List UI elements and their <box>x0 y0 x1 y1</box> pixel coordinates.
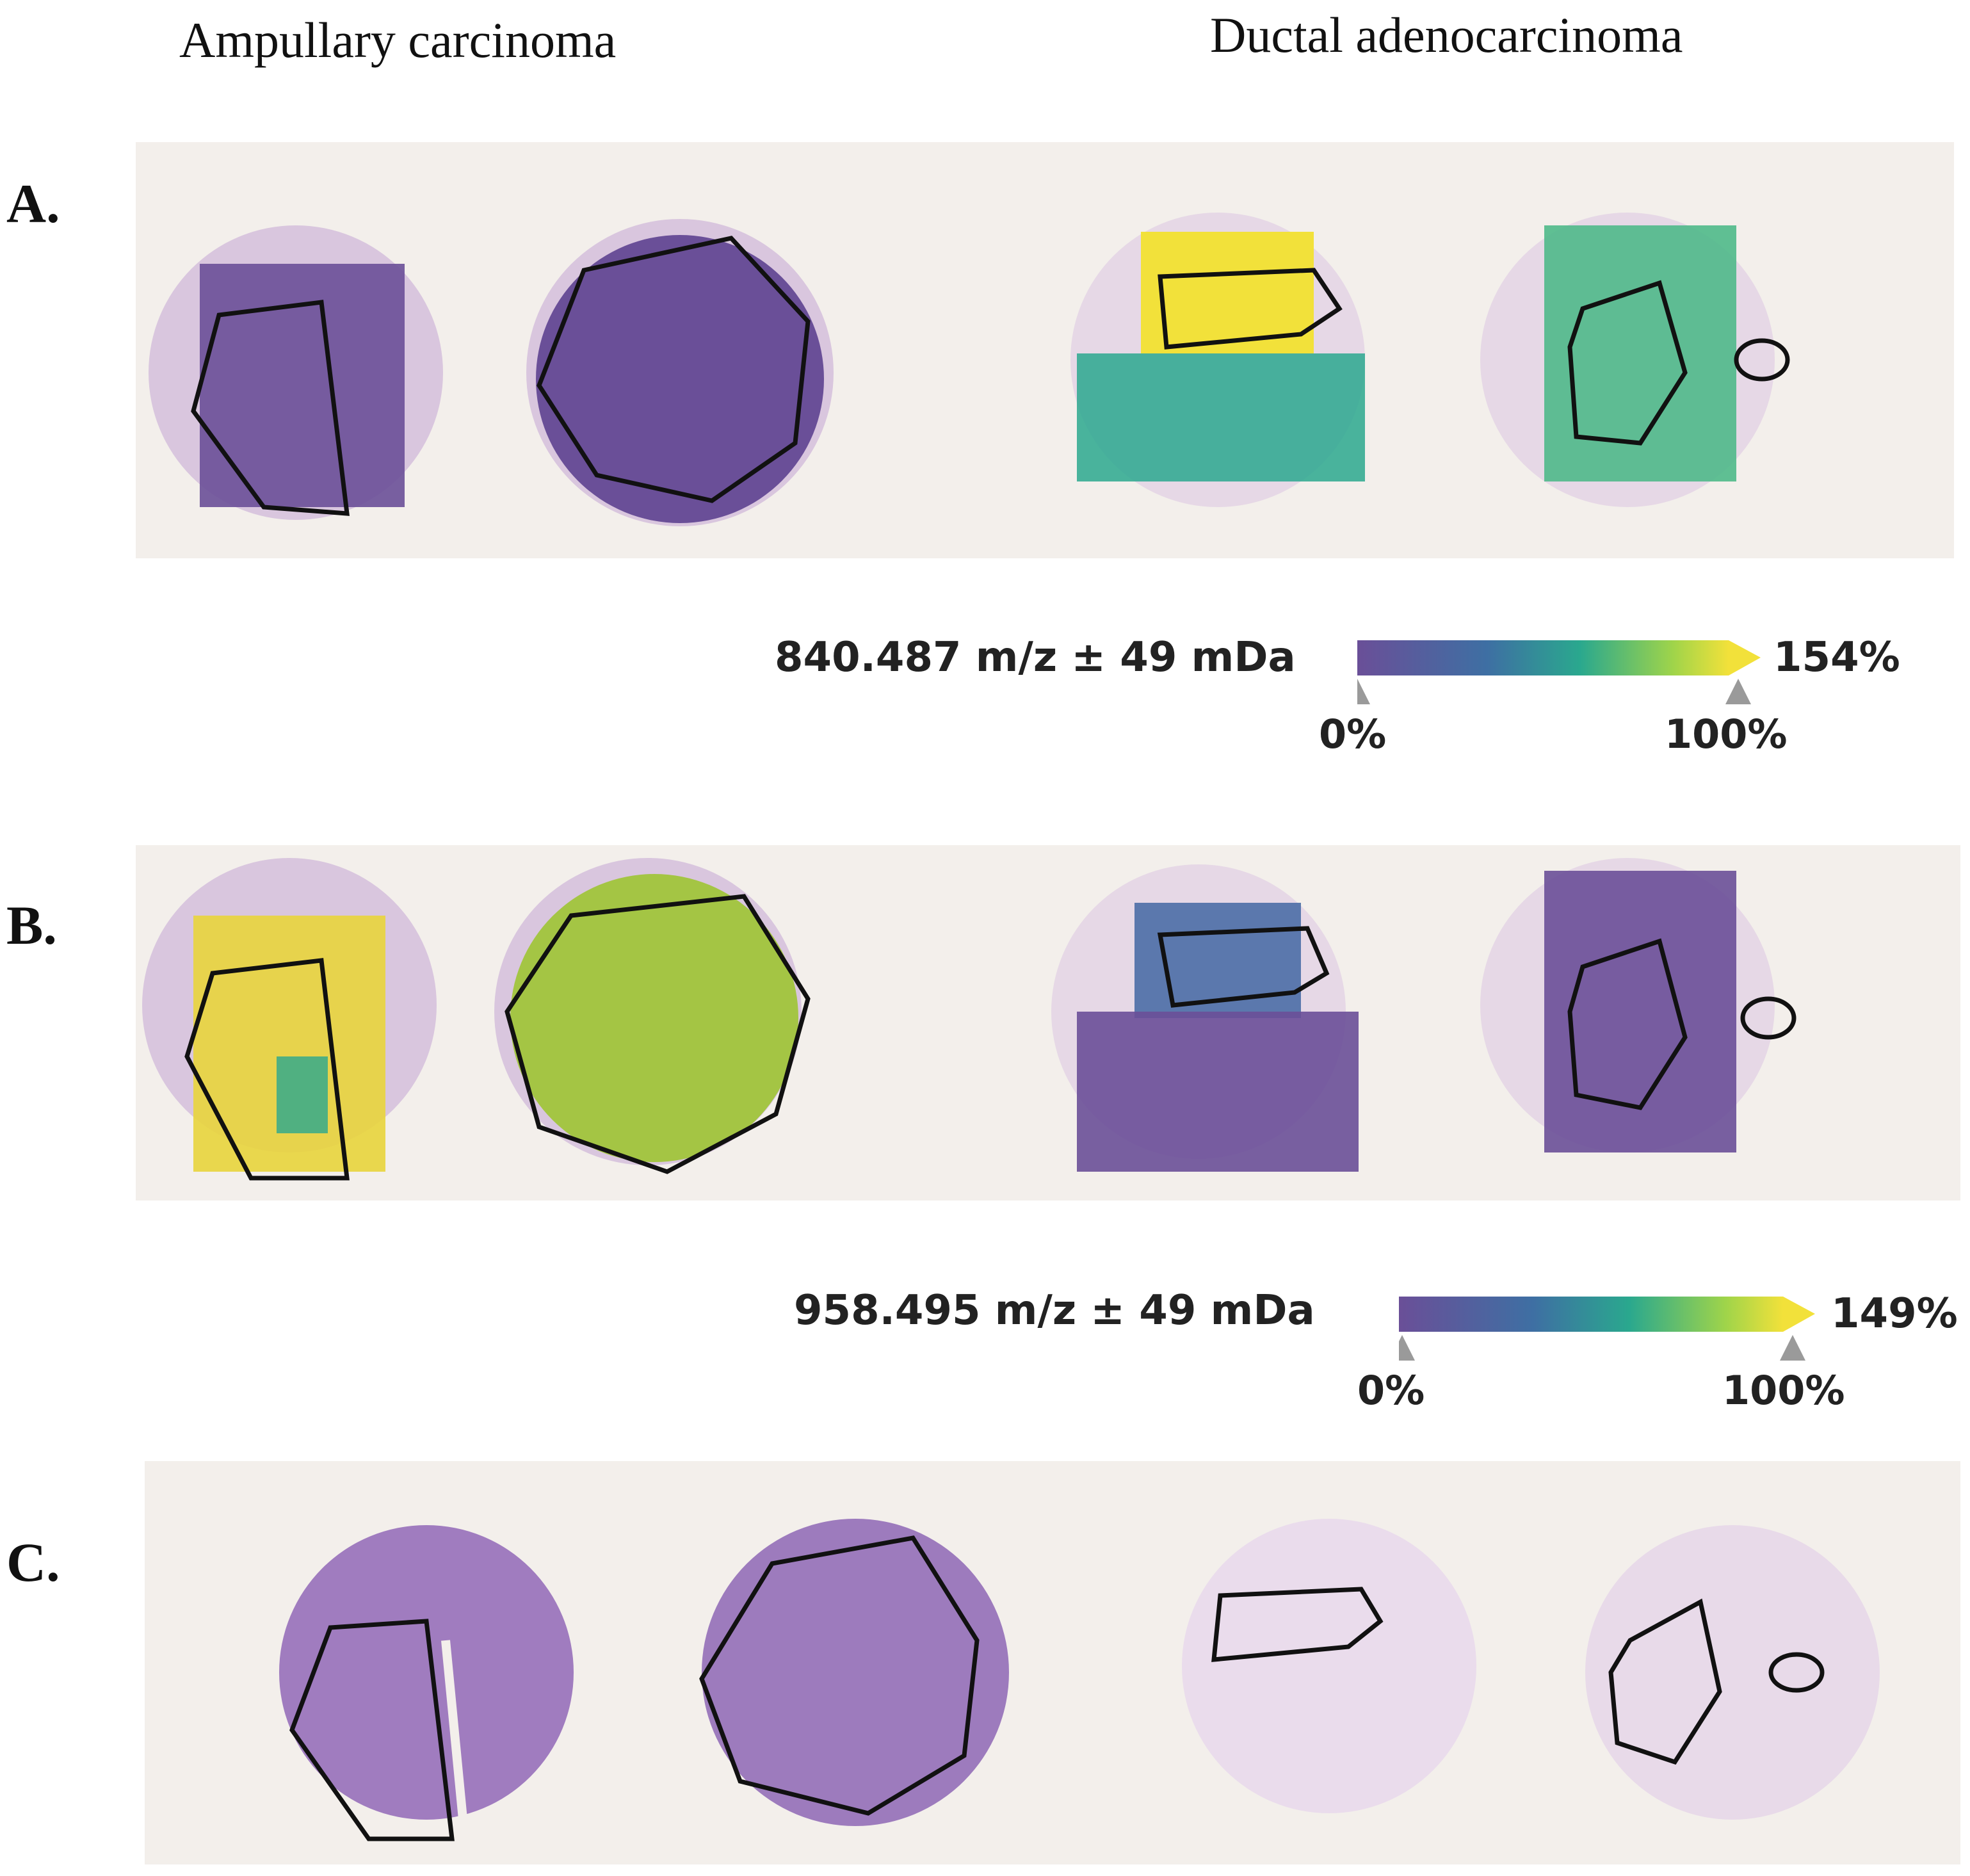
panel-b <box>136 845 1960 1201</box>
panel-label-c: C. <box>6 1532 60 1593</box>
core-a3-roi-outline <box>1158 268 1343 350</box>
core-b4-heatmap <box>1544 871 1736 1152</box>
colorbar-b-100-marker <box>1780 1335 1805 1361</box>
core-a3-yellow <box>1141 232 1314 353</box>
core-a4-roi-right <box>1734 338 1790 382</box>
panel-b-graphic <box>142 858 1796 1181</box>
core-b3-purple <box>1077 1012 1359 1172</box>
colorbar-b-tick-min: 0% <box>1357 1367 1425 1414</box>
core-b1-teal <box>277 1056 328 1133</box>
colorbar-a-100-marker <box>1725 679 1751 704</box>
colorbar-a-title: 840.487 m/z ± 49 mDa <box>775 634 1296 681</box>
panel-c-graphic <box>279 1519 1880 1841</box>
core-c4-roi-left <box>1608 1598 1722 1765</box>
colorbar-a-tick-min: 0% <box>1319 711 1387 757</box>
core-a2-heatmap <box>536 235 824 523</box>
core-a3-teal <box>1077 353 1365 481</box>
colorbar-a-max-arrow <box>1729 640 1761 675</box>
core-b4-roi-right <box>1740 996 1796 1040</box>
core-c4-tissue <box>1585 1525 1880 1820</box>
colorbar-a-graphic <box>1357 640 1761 704</box>
panel-a <box>136 142 1954 558</box>
core-c4-roi-right <box>1768 1652 1825 1693</box>
core-c3-roi-outline <box>1211 1587 1384 1662</box>
core-b2-heatmap <box>510 874 798 1162</box>
core-c2-tissue <box>702 1519 1009 1826</box>
core-c1-tissue <box>279 1525 574 1820</box>
core-a1-heatmap <box>200 264 405 507</box>
core-b3-roi-outline <box>1157 926 1330 1008</box>
column-header-ductal: Ductal adenocarcinoma <box>1210 7 1683 63</box>
panel-c <box>145 1461 1960 1864</box>
core-a1-roi-outline <box>191 300 350 516</box>
core-c2-roi-outline <box>699 1535 980 1816</box>
panel-label-a: A. <box>6 173 60 234</box>
core-c1-gap <box>441 1640 469 1840</box>
colorbar-a-tick-max: 100% <box>1665 711 1788 757</box>
colorbar-b-graphic <box>1399 1297 1815 1361</box>
column-header-ampullary: Ampullary carcinoma <box>179 12 617 68</box>
colorbar-a-min-marker <box>1357 679 1370 704</box>
core-c3-tissue <box>1182 1519 1476 1813</box>
core-b4-roi-left <box>1567 938 1688 1110</box>
panel-a-graphic <box>149 213 1790 526</box>
core-b1-roi-outline <box>184 958 350 1181</box>
panel-label-b: B. <box>6 894 57 956</box>
core-a2-roi-outline <box>537 236 811 503</box>
colorbar-b-title: 958.495 m/z ± 49 mDa <box>794 1287 1315 1334</box>
core-a4-roi-left <box>1567 280 1688 446</box>
colorbar-b-min-marker <box>1399 1335 1415 1361</box>
colorbar-b-tick-max: 100% <box>1722 1367 1845 1414</box>
colorbar-b-max-arrow <box>1783 1297 1815 1332</box>
core-c1-roi-outline <box>289 1619 455 1841</box>
colorbar-b-max-label: 149% <box>1831 1290 1958 1338</box>
colorbar-b-gradient <box>1399 1297 1783 1332</box>
core-b2-roi-outline <box>505 894 811 1174</box>
colorbar-a-max-label: 154% <box>1773 634 1900 681</box>
colorbar-a-gradient <box>1357 640 1729 675</box>
